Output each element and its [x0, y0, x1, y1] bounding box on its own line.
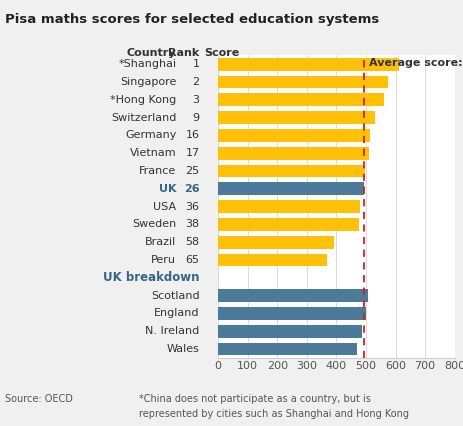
Bar: [218, 129, 369, 142]
Text: Sweden: Sweden: [132, 219, 176, 230]
Text: Vietnam: Vietnam: [130, 148, 176, 158]
Text: 36: 36: [185, 201, 199, 212]
Bar: [218, 111, 375, 124]
Text: Peru: Peru: [151, 255, 176, 265]
Text: Average score: 494: Average score: 494: [368, 58, 463, 67]
Text: Wales: Wales: [166, 344, 199, 354]
Text: Country: Country: [126, 48, 176, 58]
Text: *China does not participate as a country, but is: *China does not participate as a country…: [139, 394, 370, 404]
Bar: [218, 325, 361, 337]
Text: Brazil: Brazil: [145, 237, 176, 247]
Text: Rank: Rank: [168, 48, 199, 58]
Text: 3: 3: [192, 95, 199, 105]
Text: 25: 25: [185, 166, 199, 176]
Text: Source: OECD: Source: OECD: [5, 394, 72, 404]
Text: Singapore: Singapore: [120, 77, 176, 87]
Bar: [218, 236, 333, 249]
Text: Scotland: Scotland: [150, 291, 199, 301]
Text: 1: 1: [192, 59, 199, 69]
Bar: [218, 253, 326, 266]
Bar: [218, 289, 367, 302]
Text: represented by cities such as Shanghai and Hong Kong: represented by cities such as Shanghai a…: [139, 409, 408, 419]
Text: *Shanghai: *Shanghai: [118, 59, 176, 69]
Bar: [218, 147, 369, 160]
Bar: [218, 307, 365, 320]
Text: 9: 9: [192, 112, 199, 123]
Text: 2: 2: [192, 77, 199, 87]
Text: N. Ireland: N. Ireland: [145, 326, 199, 336]
Text: 58: 58: [185, 237, 199, 247]
Bar: [218, 93, 383, 106]
Bar: [218, 343, 356, 355]
Bar: [218, 200, 360, 213]
Text: Score: Score: [204, 48, 239, 58]
Bar: [218, 218, 359, 231]
Text: 38: 38: [185, 219, 199, 230]
Bar: [218, 76, 387, 89]
Text: UK breakdown: UK breakdown: [103, 271, 199, 284]
Text: 16: 16: [185, 130, 199, 141]
Text: France: France: [139, 166, 176, 176]
Bar: [218, 182, 363, 195]
Text: Germany: Germany: [125, 130, 176, 141]
Text: Pisa maths scores for selected education systems: Pisa maths scores for selected education…: [5, 13, 378, 26]
Bar: [218, 164, 364, 178]
Text: 17: 17: [185, 148, 199, 158]
Text: Switzerland: Switzerland: [111, 112, 176, 123]
Bar: [218, 58, 399, 71]
Text: 65: 65: [185, 255, 199, 265]
Text: 26: 26: [183, 184, 199, 194]
Text: *Hong Kong: *Hong Kong: [110, 95, 176, 105]
Text: UK: UK: [158, 184, 176, 194]
Text: USA: USA: [153, 201, 176, 212]
Text: England: England: [154, 308, 199, 318]
